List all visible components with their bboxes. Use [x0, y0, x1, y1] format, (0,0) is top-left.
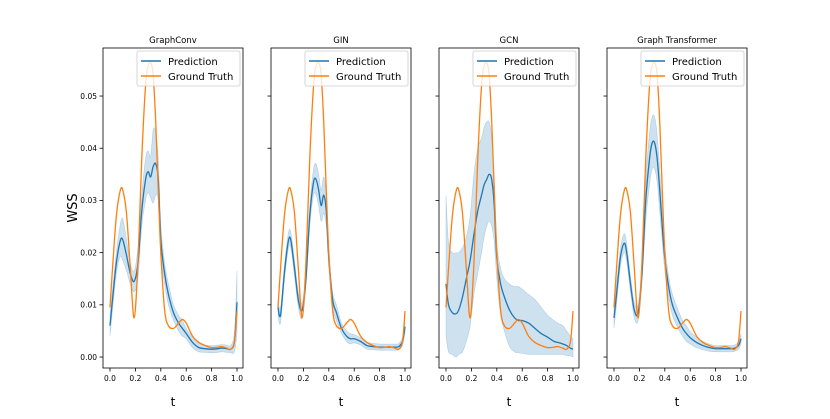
legend: Prediction Ground Truth: [472, 50, 577, 87]
x-tick-label: 0.4: [323, 374, 335, 383]
y-tick-label: 0.02: [80, 248, 97, 257]
x-tick-label: 0.4: [155, 374, 167, 383]
legend-box: [640, 50, 745, 87]
y-tick-label: 0.05: [80, 92, 97, 101]
legend-prediction-label: Prediction: [672, 57, 722, 68]
legend-prediction-label: Prediction: [504, 57, 554, 68]
x-tick-label: 0.2: [465, 374, 477, 383]
legend-box: [472, 50, 577, 87]
x-tick-label: 0.0: [272, 374, 284, 383]
ground-truth-line: [277, 60, 406, 351]
x-tick-label: 0.2: [297, 374, 309, 383]
x-axis-label: t: [339, 395, 344, 409]
x-tick-label: 1.0: [735, 374, 747, 383]
prediction-confidence-band: [613, 114, 742, 353]
x-tick-label: 0.4: [491, 374, 503, 383]
x-tick-label: 0.8: [542, 374, 554, 383]
y-tick-label: 0.03: [80, 196, 97, 205]
prediction-confidence-band: [109, 127, 238, 354]
ground-truth-line: [445, 60, 574, 351]
x-tick-label: 0.0: [440, 374, 452, 383]
x-tick-label: 0.6: [516, 374, 528, 383]
x-tick-label: 0.0: [608, 374, 620, 383]
x-tick-label: 0.8: [374, 374, 386, 383]
legend-box: [136, 50, 241, 87]
legend-box: [304, 50, 409, 87]
legend-prediction-label: Prediction: [168, 57, 218, 68]
subplot-title: Graph Transformer: [637, 36, 717, 46]
ground-truth-line: [613, 60, 742, 351]
x-tick-label: 0.4: [659, 374, 671, 383]
prediction-confidence-band: [445, 120, 574, 358]
y-tick-label: 0.01: [80, 301, 97, 310]
subplot-graphconv: GraphConv 0.0 0.2 0.4 0.6 0.8 1.0 t 0.00 0.01 0.02…: [80, 36, 244, 409]
y-tick-label: 0.00: [80, 353, 97, 362]
x-axis-label: t: [507, 395, 512, 409]
x-tick-label: 0.6: [180, 374, 192, 383]
subplot-gin: GIN 0.0 0.2 0.4 0.6 0.8 1.0 t Prediction Ground T…: [267, 36, 412, 409]
ground-truth-line: [109, 60, 238, 351]
prediction-line: [277, 177, 406, 348]
axes-frame: [270, 47, 412, 369]
legend-ground-truth-label: Ground Truth: [336, 72, 401, 83]
x-axis-label: t: [171, 395, 176, 409]
x-tick-label: 0.6: [348, 374, 360, 383]
y-axis-label: WSS: [66, 193, 81, 222]
legend-ground-truth-label: Ground Truth: [168, 72, 233, 83]
subplot-graph-transformer: Graph Transformer 0.0 0.2 0.4 0.6 0.8 1.0 t Pred…: [603, 36, 748, 409]
x-tick-label: 1.0: [399, 374, 411, 383]
x-axis-label: t: [675, 395, 680, 409]
x-tick-label: 0.8: [206, 374, 218, 383]
x-tick-label: 0.6: [684, 374, 696, 383]
subplot-gcn: GCN 0.0 0.2 0.4 0.6 0.8 1.0 t Prediction Ground T…: [435, 36, 580, 409]
x-tick-label: 0.8: [710, 374, 722, 383]
x-tick-label: 1.0: [567, 374, 579, 383]
y-tick-label: 0.04: [80, 144, 97, 153]
legend-ground-truth-label: Ground Truth: [504, 72, 569, 83]
subplot-title: GCN: [500, 36, 519, 46]
x-tick-label: 0.2: [633, 374, 645, 383]
legend: Prediction Ground Truth: [304, 50, 409, 87]
x-tick-label: 0.2: [129, 374, 141, 383]
legend: Prediction Ground Truth: [136, 50, 241, 87]
x-tick-label: 1.0: [231, 374, 243, 383]
axes-frame: [102, 47, 244, 369]
axes-frame: [438, 47, 580, 369]
subplot-title: GIN: [333, 36, 348, 46]
axes-frame: [606, 47, 748, 369]
x-tick-label: 0.0: [104, 374, 116, 383]
subplot-title: GraphConv: [149, 36, 197, 46]
legend: Prediction Ground Truth: [640, 50, 745, 87]
legend-prediction-label: Prediction: [336, 57, 386, 68]
legend-ground-truth-label: Ground Truth: [672, 72, 737, 83]
